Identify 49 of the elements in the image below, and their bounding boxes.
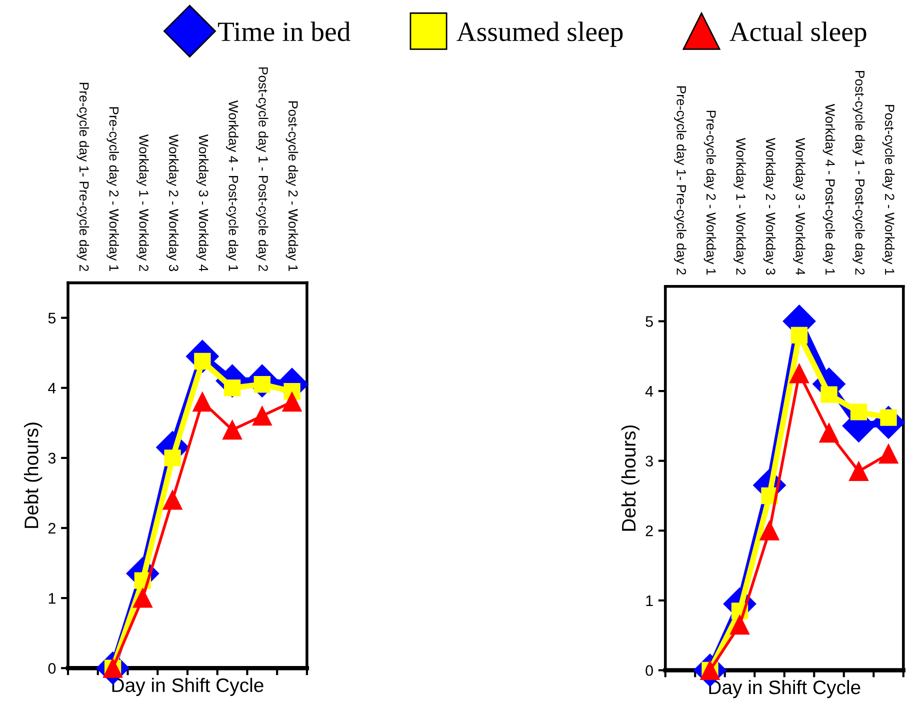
point (162, 490, 182, 510)
y-tick-label: 2 (48, 522, 56, 534)
x-tick-label: Pre-cycle day 1- Pre-cycle day 2 (674, 86, 686, 275)
y-tick-label: 2 (646, 526, 653, 536)
point (819, 423, 839, 443)
legend-label: Assumed sleep (456, 22, 623, 47)
x-tick-label: Workday 3 - Workday 4 (196, 134, 209, 272)
x-tick-label: Workday 4 - Post-cycle day 1 (822, 104, 836, 275)
point (790, 364, 809, 384)
y-tick-label: 5 (646, 316, 653, 327)
x-tick-label: Post-cycle day 2 - Workday 1 (286, 101, 298, 272)
x-tick-label: Workday 3 - Workday 4 (793, 138, 806, 275)
y-tick-label: 5 (48, 312, 56, 324)
x-tick-label: Workday 1 - Workday 2 (136, 134, 149, 272)
y-tick-label: 0 (646, 665, 653, 676)
point (850, 404, 868, 420)
point (760, 520, 780, 540)
point (282, 392, 302, 412)
x-tick-label: Workday 1 - Workday 2 (734, 138, 746, 275)
point (730, 615, 750, 635)
x-tick-label: Post-cycle day 1 - Post-cycle day 2 (256, 67, 268, 272)
x-tick-label: Pre-cycle day 1- Pre-cycle day 2 (76, 82, 90, 272)
y-axis-title: Debt (hours) (24, 422, 42, 528)
y-axis-title: Debt (hours) (621, 425, 640, 531)
x-tick-label: Pre-cycle day 2 - Workday 1 (704, 110, 716, 275)
x-tick-label: Pre-cycle day 2 - Workday 1 (106, 107, 119, 272)
point (164, 450, 181, 466)
y-tick-label: 3 (48, 452, 56, 464)
y-tick-label: 4 (645, 386, 654, 397)
y-tick-label: 4 (48, 382, 56, 394)
point (132, 588, 152, 608)
point (878, 444, 898, 464)
x-tick-label: Workday 4 - Post-cycle day 1 (226, 100, 238, 272)
y-tick-label: 0 (48, 662, 56, 674)
y-tick-label: 1 (48, 593, 56, 604)
point (849, 462, 868, 482)
x-tick-label: Post-cycle day 1 - Post-cycle day 2 (852, 70, 865, 275)
x-tick-label: Post-cycle day 2 - Workday 1 (882, 104, 895, 275)
y-tick-label: 3 (646, 456, 653, 467)
y-tick-label: 1 (646, 595, 653, 606)
point (252, 406, 272, 426)
point (192, 392, 212, 412)
x-tick-label: Workday 2 - Workday 3 (166, 134, 179, 272)
point (790, 326, 808, 344)
point (222, 420, 242, 440)
legend-label: Actual sleep (730, 22, 866, 47)
x-tick-label: Workday 2 - Workday 3 (763, 138, 776, 275)
legend-label: Time in bed (218, 22, 350, 42)
point (820, 386, 838, 403)
